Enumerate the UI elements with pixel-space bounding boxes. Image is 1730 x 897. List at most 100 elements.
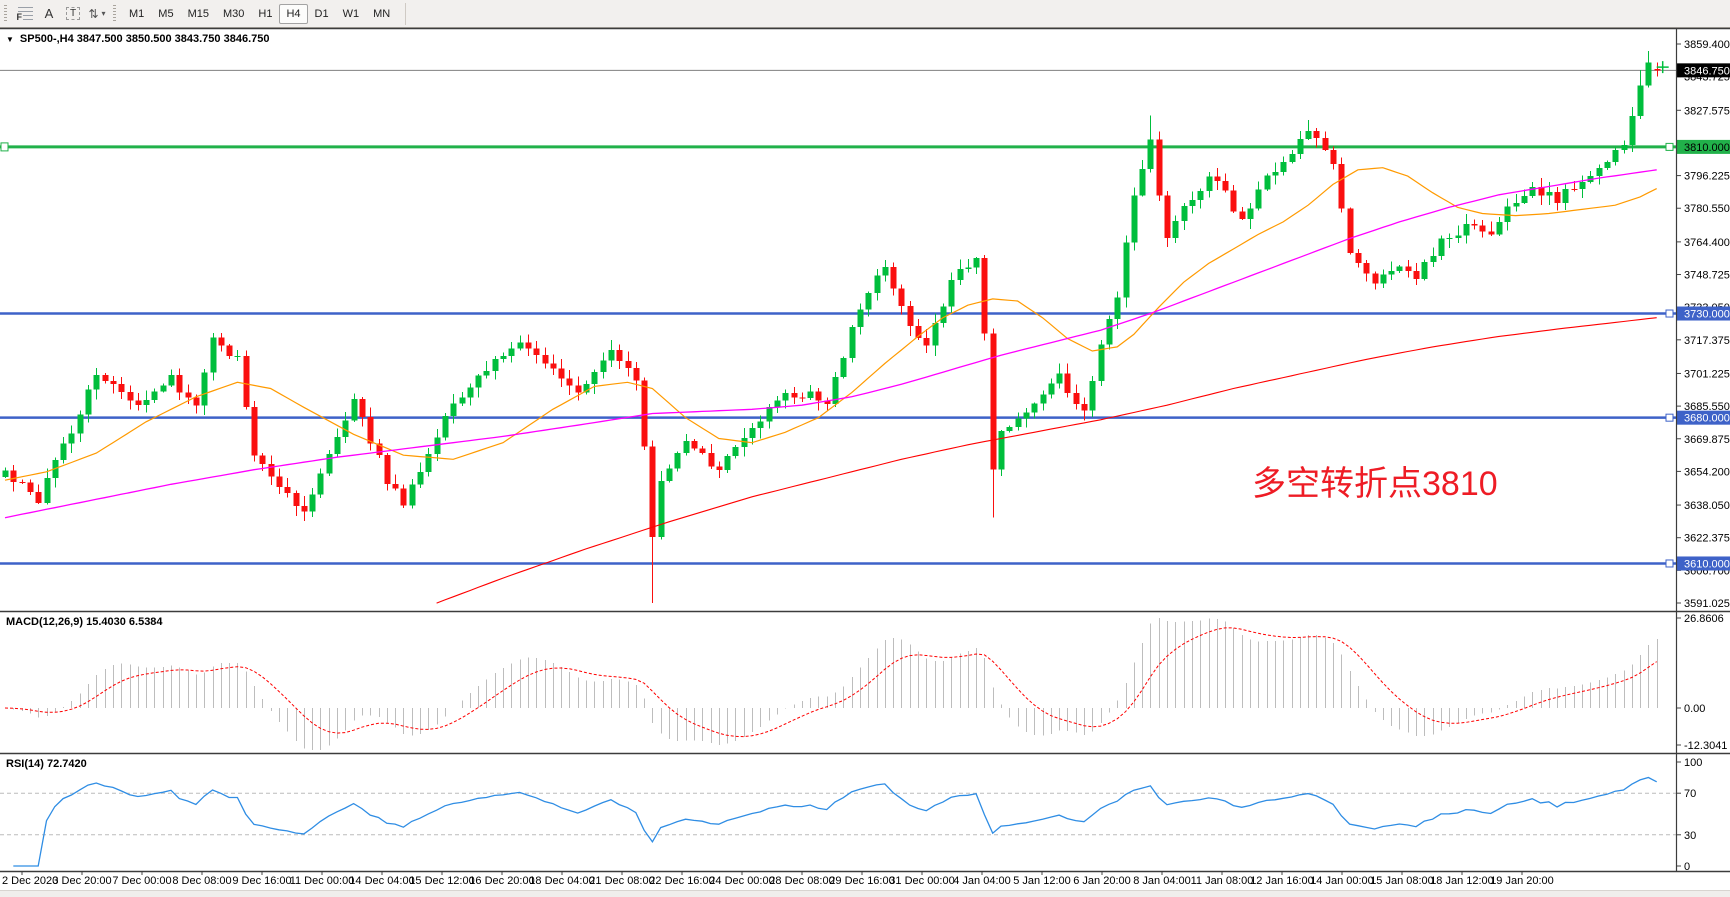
candle xyxy=(442,412,449,441)
candle xyxy=(923,329,930,354)
candle xyxy=(1504,198,1511,231)
text-label-tool-button[interactable]: T xyxy=(61,3,85,25)
text-label-icon: T xyxy=(65,7,81,20)
candle xyxy=(948,272,955,313)
candle xyxy=(1637,69,1644,120)
candle xyxy=(35,484,42,504)
candle xyxy=(1255,181,1262,211)
candle xyxy=(1654,62,1661,77)
timeframe-buttons: M1 M5 M15 M30 H1 H4 D1 W1 MN xyxy=(122,3,397,24)
candle xyxy=(1031,402,1038,419)
candle xyxy=(649,440,656,604)
timeframe-button-mn[interactable]: MN xyxy=(373,7,391,20)
candle xyxy=(359,396,366,427)
timeframe-button-w1[interactable]: W1 xyxy=(342,7,360,20)
candle xyxy=(301,496,308,521)
toolbar-grip[interactable] xyxy=(4,4,7,23)
price-axis: 3859.4003843.7253827.5753796.2253780.550… xyxy=(1665,39,1730,873)
dropdown-caret-icon[interactable]: ▾ xyxy=(101,9,106,18)
time-axis-label: 16 Dec 20:00 xyxy=(469,875,534,887)
time-axis-label: 18 Dec 04:00 xyxy=(529,875,594,887)
time-axis-label: 9 Dec 16:00 xyxy=(232,875,291,887)
candle xyxy=(1048,378,1055,399)
candle xyxy=(732,444,739,459)
candle xyxy=(1396,265,1403,274)
candle xyxy=(1297,131,1304,160)
candle xyxy=(1222,173,1229,193)
price-axis-label: 3591.025 xyxy=(1684,598,1730,610)
fibonacci-tool-button[interactable]: F xyxy=(13,3,37,25)
candle xyxy=(1106,315,1113,350)
hline-handle[interactable] xyxy=(1665,559,1674,568)
toolbar-grip-2[interactable] xyxy=(113,4,116,23)
candle xyxy=(525,334,532,357)
candle xyxy=(376,438,383,459)
candle xyxy=(251,400,258,462)
time-axis-label: 15 Dec 12:00 xyxy=(409,875,474,887)
hline-handle[interactable] xyxy=(1665,142,1674,151)
macd-axis-label: -12.3041 xyxy=(1684,740,1727,752)
chart-annotation-text[interactable]: 多空转折点3810 xyxy=(1252,465,1498,503)
candle xyxy=(981,255,988,341)
candle xyxy=(276,468,283,494)
candle xyxy=(973,256,980,274)
candle xyxy=(558,358,565,387)
text-tool-button[interactable]: A xyxy=(37,3,61,25)
timeframe-button-m1[interactable]: M1 xyxy=(129,7,145,20)
rsi-axis-label: 100 xyxy=(1684,757,1702,769)
candle xyxy=(176,368,183,400)
timeframe-button-m5[interactable]: M5 xyxy=(158,7,174,20)
candle xyxy=(1629,106,1636,152)
candle xyxy=(19,479,26,484)
timeframe-button-d1[interactable]: D1 xyxy=(314,7,329,20)
candle xyxy=(1006,425,1013,433)
candle xyxy=(608,340,615,368)
chart-title[interactable]: ▼ SP500-,H4 3847.500 3850.500 3843.750 3… xyxy=(6,33,269,45)
candle xyxy=(957,259,964,285)
time-axis-label: 7 Dec 00:00 xyxy=(112,875,171,887)
time-axis-label: 14 Jan 00:00 xyxy=(1310,875,1374,887)
price-axis-label: 3669.875 xyxy=(1684,434,1730,446)
hline-handle[interactable] xyxy=(1665,309,1674,318)
price-axis-area[interactable] xyxy=(1677,28,1730,871)
candle xyxy=(1147,115,1154,173)
macd-axis-label: 26.8606 xyxy=(1684,613,1724,625)
candle xyxy=(550,354,557,375)
candle xyxy=(849,324,856,363)
time-axis-label: 14 Dec 04:00 xyxy=(349,875,414,887)
candle xyxy=(1322,131,1329,151)
candle xyxy=(1123,235,1130,308)
timeframe-button-h1[interactable]: H1 xyxy=(258,7,273,20)
candle xyxy=(210,332,217,381)
arrows-tool-button[interactable]: ⇅ ▾ xyxy=(85,3,109,25)
hline-price-box xyxy=(1677,556,1730,571)
candle xyxy=(1529,182,1536,199)
timeframe-button-m15[interactable]: M15 xyxy=(187,7,209,20)
hline-price-label: 3610.000 xyxy=(1684,558,1730,570)
hline-price-box xyxy=(1677,139,1730,154)
candle xyxy=(425,448,432,477)
candle xyxy=(2,467,9,479)
slow-ma-line xyxy=(436,317,1657,604)
horizontal-scrollbar[interactable] xyxy=(0,890,1730,897)
candle xyxy=(1330,146,1337,170)
candle xyxy=(243,350,250,410)
hline-handle[interactable] xyxy=(1665,413,1674,422)
candle xyxy=(1405,259,1412,278)
chart-collapse-icon[interactable]: ▼ xyxy=(6,34,14,44)
candle xyxy=(1430,247,1437,268)
timeframe-button-h4[interactable]: H4 xyxy=(279,3,308,24)
candle xyxy=(1496,216,1503,237)
hline-left-handle[interactable] xyxy=(0,142,9,152)
candle xyxy=(699,445,706,455)
candle xyxy=(1230,185,1237,213)
candle xyxy=(683,433,690,456)
chart-title-text: SP500-,H4 3847.500 3850.500 3843.750 384… xyxy=(19,33,270,45)
candle xyxy=(284,477,291,498)
price-axis-label: 3748.725 xyxy=(1684,270,1730,282)
candle xyxy=(1355,248,1362,268)
timeframe-button-m30[interactable]: M30 xyxy=(222,7,245,20)
